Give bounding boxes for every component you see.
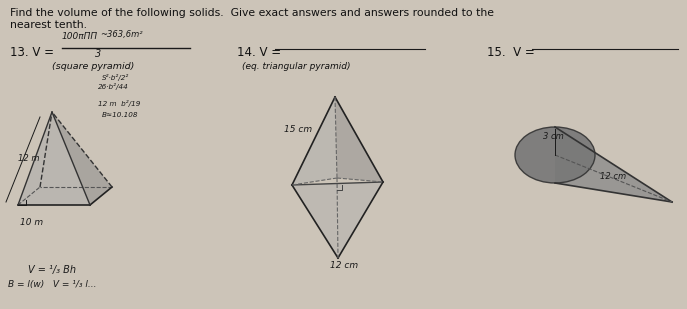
Polygon shape [292,97,337,185]
Text: 10 m: 10 m [20,218,43,227]
Ellipse shape [515,127,595,183]
Text: 15.  V =: 15. V = [487,46,534,59]
Text: ~363,6m²: ~363,6m² [100,30,143,39]
Text: nearest tenth.: nearest tenth. [10,20,87,30]
Polygon shape [555,127,672,202]
Text: Find the volume of the following solids.  Give exact answers and answers rounded: Find the volume of the following solids.… [10,8,494,18]
Polygon shape [18,112,90,205]
Text: V = ¹/₃ Bh: V = ¹/₃ Bh [28,265,76,275]
Text: 12 cm: 12 cm [330,261,358,270]
Text: (square pyramid): (square pyramid) [52,62,135,71]
Text: 26·b²/44: 26·b²/44 [98,83,128,90]
Text: 15 cm: 15 cm [284,125,312,134]
Text: (eq. triangular pyramid): (eq. triangular pyramid) [242,62,350,71]
Text: 13. V =: 13. V = [10,46,54,59]
Text: B≈10.108: B≈10.108 [102,112,139,118]
Text: 12 m  b²/19: 12 m b²/19 [98,100,140,107]
Text: 100πΠΠ: 100πΠΠ [62,32,98,41]
Polygon shape [292,182,383,258]
Text: 3 cm: 3 cm [543,132,564,141]
Polygon shape [335,97,383,182]
Text: 12 m: 12 m [18,154,39,163]
Text: 14. V =: 14. V = [237,46,281,59]
Text: B = l(w)   V = ¹/₃ l...: B = l(w) V = ¹/₃ l... [8,280,96,289]
Polygon shape [52,112,112,205]
Text: 3: 3 [95,49,101,59]
Text: 12 cm: 12 cm [600,172,626,181]
Text: S²·b²/2²: S²·b²/2² [102,74,129,81]
